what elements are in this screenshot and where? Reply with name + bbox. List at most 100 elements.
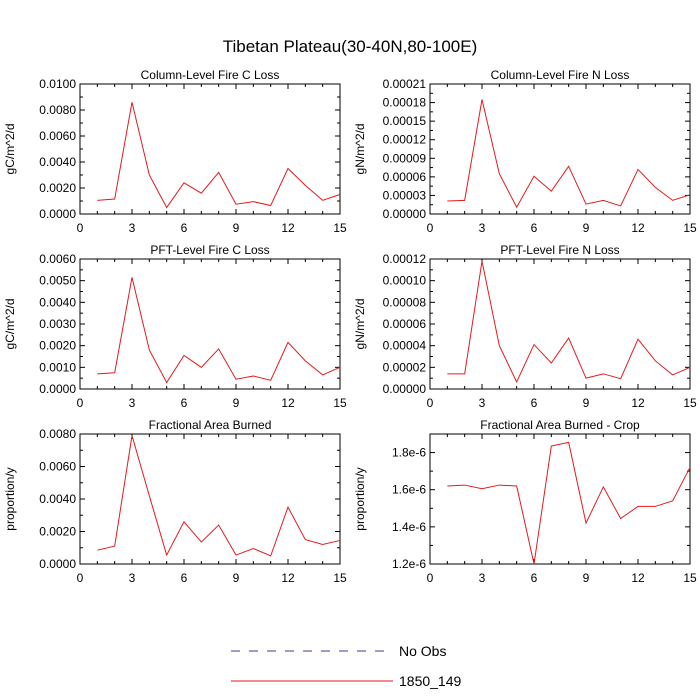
series-line-1 xyxy=(97,435,341,557)
y-tick-label: 1.6e-6 xyxy=(392,483,426,497)
legend-entry-2: 1850_149 xyxy=(231,673,462,689)
x-tick-label: 12 xyxy=(281,571,295,585)
panel-title: Column-Level Fire N Loss xyxy=(491,68,630,82)
x-tick-label: 9 xyxy=(583,396,590,410)
y-tick-label: 0.00006 xyxy=(383,317,427,331)
x-tick-label: 12 xyxy=(281,396,295,410)
y-tick-label: 0.00021 xyxy=(383,77,427,91)
x-tick-label: 3 xyxy=(129,396,136,410)
plot-frame xyxy=(429,258,691,390)
x-tick-label: 6 xyxy=(531,571,538,585)
y-tick-label: 0.00003 xyxy=(383,188,427,202)
x-tick-label: 3 xyxy=(129,221,136,235)
x-tick-label: 6 xyxy=(531,396,538,410)
chart-panel-3: PFT-Level Fire C Loss 0 3 6 9 12 15 0.0000 0.001… xyxy=(3,243,347,410)
panel-title: Fractional Area Burned - Crop xyxy=(480,418,640,432)
chart-panel-5: Fractional Area Burned 0 3 6 9 12 15 0.0000 0.00… xyxy=(3,418,347,585)
y-tick-label: 0.00012 xyxy=(383,252,427,266)
chart-panel-4: PFT-Level Fire N Loss 0 3 6 9 12 15 0.00000 0.00… xyxy=(353,243,697,410)
x-tick-label: 12 xyxy=(631,571,645,585)
x-tick-label: 12 xyxy=(631,221,645,235)
y-axis-label: gC/m^2/d xyxy=(3,299,17,350)
x-tick-label: 9 xyxy=(233,396,240,410)
y-tick-label: 1.4e-6 xyxy=(392,520,426,534)
legend-label: 1850_149 xyxy=(399,673,462,689)
y-tick-label: 0.00000 xyxy=(383,382,427,396)
y-tick-label: 0.00012 xyxy=(383,133,427,147)
x-tick-label: 6 xyxy=(181,221,188,235)
x-tick-label: 3 xyxy=(479,571,486,585)
legend-entry-1: No Obs xyxy=(231,643,446,659)
panel-title: PFT-Level Fire C Loss xyxy=(150,243,269,257)
x-tick-label: 3 xyxy=(479,221,486,235)
y-tick-label: 0.00000 xyxy=(383,207,427,221)
legend-label: No Obs xyxy=(399,643,446,659)
x-tick-label: 6 xyxy=(181,396,188,410)
series-line-1 xyxy=(97,277,341,384)
series-line-1 xyxy=(447,99,691,209)
series-line-1 xyxy=(447,261,691,384)
x-tick-label: 3 xyxy=(129,571,136,585)
y-tick-label: 0.0060 xyxy=(39,252,76,266)
plot-frame xyxy=(79,258,341,390)
panel-title: PFT-Level Fire N Loss xyxy=(500,243,619,257)
x-tick-label: 0 xyxy=(427,396,434,410)
y-tick-label: 0.0060 xyxy=(39,129,76,143)
legend: No Obs 1850_149 xyxy=(231,643,462,689)
y-tick-label: 0.0000 xyxy=(39,207,76,221)
y-tick-label: 0.0000 xyxy=(39,382,76,396)
x-tick-label: 6 xyxy=(531,221,538,235)
x-tick-label: 0 xyxy=(427,571,434,585)
y-tick-label: 0.0100 xyxy=(39,77,76,91)
x-tick-label: 9 xyxy=(583,571,590,585)
y-axis-label: gC/m^2/d xyxy=(3,124,17,175)
x-tick-label: 9 xyxy=(583,221,590,235)
y-tick-label: 0.0040 xyxy=(39,295,76,309)
x-tick-label: 15 xyxy=(683,221,697,235)
y-tick-label: 0.00008 xyxy=(383,295,427,309)
y-tick-label: 0.0020 xyxy=(39,339,76,353)
x-tick-label: 15 xyxy=(683,571,697,585)
panel-title: Column-Level Fire C Loss xyxy=(141,68,280,82)
y-tick-label: 0.00009 xyxy=(383,151,427,165)
y-tick-label: 0.0080 xyxy=(39,427,76,441)
plot-frame xyxy=(79,433,341,565)
series-line-1 xyxy=(447,441,691,565)
y-tick-label: 0.0080 xyxy=(39,103,76,117)
y-tick-label: 1.2e-6 xyxy=(392,557,426,571)
y-axis-label: proportion/y xyxy=(3,467,17,530)
y-tick-label: 0.0040 xyxy=(39,155,76,169)
chart-panel-2: Column-Level Fire N Loss 0 3 6 9 12 15 0.00000 0… xyxy=(353,68,697,235)
x-tick-label: 0 xyxy=(77,396,84,410)
series-line-1 xyxy=(97,102,341,209)
y-tick-label: 0.0020 xyxy=(39,181,76,195)
panel-title: Fractional Area Burned xyxy=(149,418,272,432)
figure-title: Tibetan Plateau(30-40N,80-100E) xyxy=(223,37,478,56)
plot-frame xyxy=(429,83,691,215)
y-tick-label: 0.00006 xyxy=(383,170,427,184)
plot-frame xyxy=(79,83,341,215)
x-tick-label: 3 xyxy=(479,396,486,410)
chart-panel-6: Fractional Area Burned - Crop 0 3 6 9 12 15 1.2… xyxy=(353,418,697,585)
y-tick-label: 0.0000 xyxy=(39,557,76,571)
y-tick-label: 0.00010 xyxy=(383,274,427,288)
y-tick-label: 0.00018 xyxy=(383,96,427,110)
y-axis-label: gN/m^2/d xyxy=(353,124,367,175)
y-tick-label: 0.0020 xyxy=(39,525,76,539)
y-axis-label: proportion/y xyxy=(353,467,367,530)
x-tick-label: 0 xyxy=(77,571,84,585)
x-tick-label: 15 xyxy=(333,571,347,585)
y-tick-label: 0.0010 xyxy=(39,360,76,374)
chart-panel-1: Column-Level Fire C Loss 0 3 6 9 12 15 0.0000 0.… xyxy=(3,68,347,235)
x-tick-label: 0 xyxy=(77,221,84,235)
y-tick-label: 0.0050 xyxy=(39,274,76,288)
x-tick-label: 15 xyxy=(333,396,347,410)
x-tick-label: 9 xyxy=(233,571,240,585)
y-tick-label: 0.00004 xyxy=(383,339,427,353)
y-tick-label: 0.0040 xyxy=(39,492,76,506)
y-tick-label: 0.0060 xyxy=(39,460,76,474)
plot-frame xyxy=(429,433,691,565)
y-tick-label: 1.8e-6 xyxy=(392,446,426,460)
y-axis-label: gN/m^2/d xyxy=(353,299,367,350)
